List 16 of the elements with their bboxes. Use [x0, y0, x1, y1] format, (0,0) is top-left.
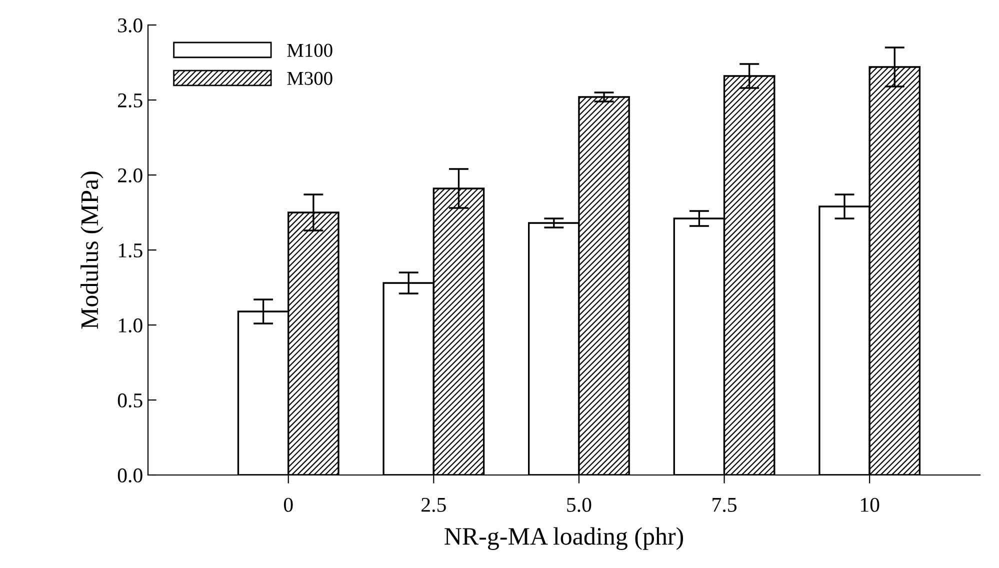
x-tick-label: 10 — [860, 498, 880, 512]
x-tick-label: 0 — [284, 498, 293, 512]
y-tick-label: 0.5 — [118, 393, 142, 408]
legend-label: M300 — [287, 72, 332, 85]
y-tick-label: 1.5 — [118, 243, 142, 258]
y-tick-label: 2.5 — [118, 93, 142, 108]
x-axis-title: NR-g-MA loading (phr) — [444, 527, 684, 550]
y-tick-label: 1.0 — [118, 318, 142, 333]
y-tick-label: 2.0 — [118, 168, 142, 183]
y-tick-label: 0.0 — [118, 468, 142, 483]
y-axis-title: Modulus (MPa) — [80, 172, 104, 329]
x-tick-label: 5.0 — [567, 498, 592, 512]
legend-label: M100 — [287, 44, 332, 57]
y-tick-label: 3.0 — [118, 18, 142, 33]
x-tick-label: 2.5 — [422, 498, 446, 512]
x-tick-label: 7.5 — [712, 498, 736, 512]
